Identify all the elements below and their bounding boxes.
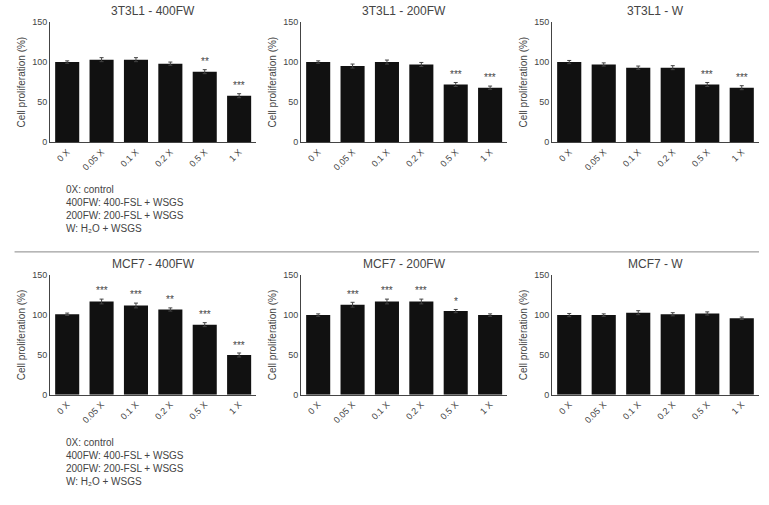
svg-text:0: 0 xyxy=(42,137,47,147)
svg-text:0.05 X: 0.05 X xyxy=(583,400,608,425)
svg-text:0.2 X: 0.2 X xyxy=(153,400,175,422)
svg-text:0X: control400FW: 400-FSL + WS: 0X: control400FW: 400-FSL + WSGS200FW: 2… xyxy=(66,437,184,487)
svg-text:0.05 X: 0.05 X xyxy=(81,147,106,172)
svg-text:***: *** xyxy=(347,289,359,300)
svg-text:***: *** xyxy=(484,72,496,83)
svg-text:0.5 X: 0.5 X xyxy=(438,400,460,422)
svg-text:150: 150 xyxy=(283,270,298,280)
svg-text:100: 100 xyxy=(283,310,298,320)
svg-text:50: 50 xyxy=(37,350,47,360)
svg-text:0.2 X: 0.2 X xyxy=(655,400,677,422)
svg-text:Cell proliferation (%): Cell proliferation (%) xyxy=(518,290,529,381)
svg-text:3T3L1 - 400FW: 3T3L1 - 400FW xyxy=(111,4,195,18)
svg-text:100: 100 xyxy=(32,310,47,320)
svg-text:100: 100 xyxy=(283,57,298,67)
svg-text:Cell proliferation (%): Cell proliferation (%) xyxy=(267,37,278,128)
svg-text:0.5 X: 0.5 X xyxy=(690,400,712,422)
svg-text:0.05 X: 0.05 X xyxy=(81,400,106,425)
svg-text:0: 0 xyxy=(293,390,298,400)
svg-text:50: 50 xyxy=(288,350,298,360)
svg-text:***: *** xyxy=(199,309,211,320)
svg-text:0.1 X: 0.1 X xyxy=(370,400,392,422)
svg-text:0.5 X: 0.5 X xyxy=(187,147,209,169)
svg-text:1 X: 1 X xyxy=(730,147,747,164)
svg-text:150: 150 xyxy=(534,17,549,27)
svg-text:***: *** xyxy=(96,285,108,296)
svg-text:0 X: 0 X xyxy=(55,400,72,417)
svg-text:MCF7 - 200FW: MCF7 - 200FW xyxy=(363,257,446,271)
svg-text:Cell proliferation (%): Cell proliferation (%) xyxy=(518,37,529,128)
svg-text:0.5 X: 0.5 X xyxy=(187,400,209,422)
svg-text:50: 50 xyxy=(288,97,298,107)
svg-text:150: 150 xyxy=(32,270,47,280)
svg-text:Cell proliferation (%): Cell proliferation (%) xyxy=(16,37,27,128)
svg-text:0.2 X: 0.2 X xyxy=(404,147,426,169)
svg-text:***: *** xyxy=(130,289,142,300)
svg-text:100: 100 xyxy=(32,57,47,67)
svg-text:***: *** xyxy=(381,285,393,296)
svg-text:1 X: 1 X xyxy=(730,400,747,417)
svg-text:150: 150 xyxy=(32,17,47,27)
svg-text:Cell proliferation (%): Cell proliferation (%) xyxy=(267,290,278,381)
svg-text:0 X: 0 X xyxy=(557,400,574,417)
svg-text:0: 0 xyxy=(42,390,47,400)
svg-text:0.2 X: 0.2 X xyxy=(153,147,175,169)
svg-text:1 X: 1 X xyxy=(478,400,495,417)
svg-text:0: 0 xyxy=(544,390,549,400)
svg-text:0.5 X: 0.5 X xyxy=(438,147,460,169)
svg-text:***: *** xyxy=(701,69,713,80)
svg-text:3T3L1 - W: 3T3L1 - W xyxy=(627,4,684,18)
svg-text:50: 50 xyxy=(539,97,549,107)
svg-text:*: * xyxy=(454,296,458,307)
svg-text:150: 150 xyxy=(283,17,298,27)
svg-text:50: 50 xyxy=(37,97,47,107)
svg-text:0 X: 0 X xyxy=(306,147,323,164)
svg-text:MCF7 - W: MCF7 - W xyxy=(628,257,683,271)
svg-text:0 X: 0 X xyxy=(306,400,323,417)
svg-text:1 X: 1 X xyxy=(227,147,244,164)
svg-text:0: 0 xyxy=(544,137,549,147)
svg-text:150: 150 xyxy=(534,270,549,280)
svg-text:0.05 X: 0.05 X xyxy=(332,147,357,172)
svg-text:0 X: 0 X xyxy=(55,147,72,164)
svg-text:0.1 X: 0.1 X xyxy=(370,147,392,169)
svg-text:**: ** xyxy=(166,294,174,305)
svg-text:***: *** xyxy=(233,340,245,351)
svg-text:0 X: 0 X xyxy=(557,147,574,164)
svg-text:MCF7 - 400FW: MCF7 - 400FW xyxy=(112,257,195,271)
svg-text:***: *** xyxy=(450,69,462,80)
svg-text:0.05 X: 0.05 X xyxy=(583,147,608,172)
svg-text:50: 50 xyxy=(539,350,549,360)
svg-text:0X: control400FW: 400-FSL + WS: 0X: control400FW: 400-FSL + WSGS200FW: 2… xyxy=(66,184,184,234)
svg-text:1 X: 1 X xyxy=(478,147,495,164)
svg-text:0.5 X: 0.5 X xyxy=(690,147,712,169)
svg-text:3T3L1 - 200FW: 3T3L1 - 200FW xyxy=(362,4,446,18)
svg-text:***: *** xyxy=(736,72,748,83)
svg-text:0.05 X: 0.05 X xyxy=(332,400,357,425)
svg-text:0.2 X: 0.2 X xyxy=(655,147,677,169)
svg-text:1 X: 1 X xyxy=(227,400,244,417)
svg-text:**: ** xyxy=(201,56,209,67)
svg-text:0.1 X: 0.1 X xyxy=(119,147,141,169)
svg-text:0.1 X: 0.1 X xyxy=(621,147,643,169)
svg-text:Cell proliferation (%): Cell proliferation (%) xyxy=(16,290,27,381)
svg-text:0: 0 xyxy=(293,137,298,147)
svg-text:***: *** xyxy=(415,285,427,296)
svg-text:0.1 X: 0.1 X xyxy=(621,400,643,422)
svg-text:100: 100 xyxy=(534,57,549,67)
svg-text:0.2 X: 0.2 X xyxy=(404,400,426,422)
svg-text:***: *** xyxy=(233,80,245,91)
svg-text:0.1 X: 0.1 X xyxy=(119,400,141,422)
svg-text:100: 100 xyxy=(534,310,549,320)
